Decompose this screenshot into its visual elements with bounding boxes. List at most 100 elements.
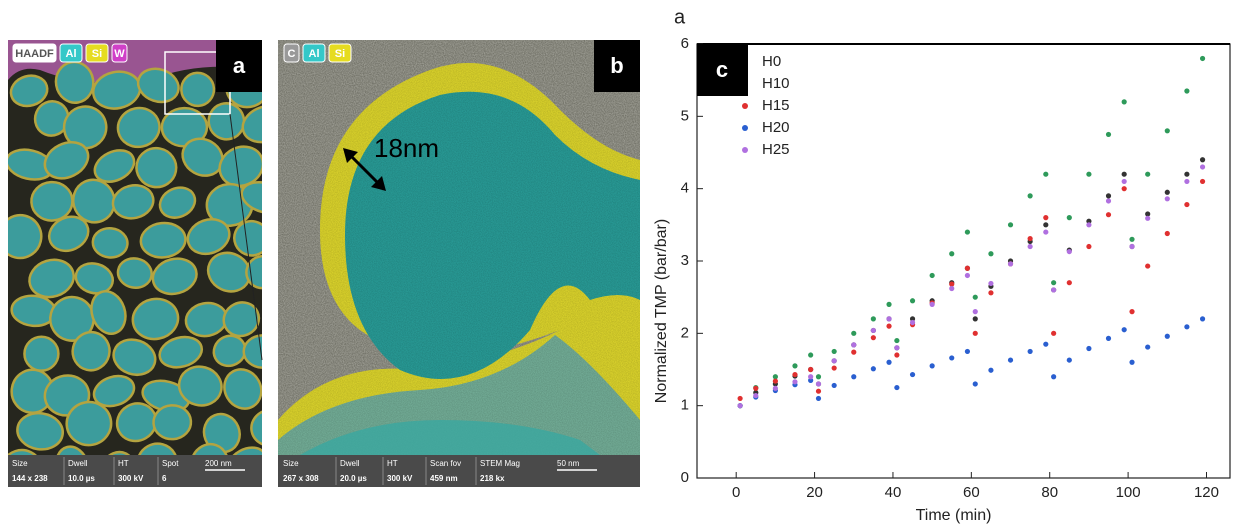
- particle: [23, 335, 60, 372]
- channel-label: C: [288, 48, 296, 60]
- particle: [158, 186, 197, 219]
- channel-badge: [302, 43, 326, 63]
- channel-label: Si: [92, 48, 102, 60]
- data-point: [792, 379, 798, 385]
- info-bar: [278, 455, 640, 487]
- legend-label: H15: [762, 97, 790, 114]
- info-value: 218 kx: [480, 474, 505, 483]
- data-point: [1051, 280, 1057, 286]
- data-point: [972, 294, 978, 300]
- data-point: [772, 385, 778, 391]
- data-point: [1105, 212, 1112, 218]
- channel-badge: [283, 43, 300, 63]
- data-point: [1164, 189, 1170, 195]
- info-value: 144 x 238: [12, 474, 48, 483]
- data-point: [1086, 243, 1092, 250]
- data-point: [737, 403, 743, 409]
- data-point: [851, 374, 857, 380]
- data-point: [815, 381, 822, 387]
- data-point: [909, 371, 916, 378]
- channel-badge: [111, 43, 128, 63]
- x-tick-label: 80: [1041, 484, 1058, 501]
- particle: [115, 402, 158, 443]
- data-point: [1199, 178, 1206, 185]
- data-point: [929, 363, 935, 369]
- data-point: [851, 342, 857, 348]
- data-point: [1199, 157, 1206, 163]
- particle: [47, 215, 90, 253]
- info-header: HT: [387, 459, 398, 468]
- data-point: [1007, 222, 1014, 228]
- panel-label: a: [233, 53, 246, 78]
- channel-badge: [59, 43, 83, 63]
- data-point: [1164, 333, 1170, 339]
- data-point: [1145, 171, 1151, 177]
- data-point: [929, 301, 935, 307]
- particle: [158, 335, 204, 369]
- info-value: 300 kV: [387, 474, 413, 483]
- data-point: [1051, 287, 1057, 293]
- data-point: [1086, 222, 1092, 228]
- corner-label: a: [674, 6, 686, 28]
- data-point: [808, 352, 814, 358]
- x-tick-label: 20: [806, 484, 823, 501]
- info-value: 459 nm: [430, 474, 458, 483]
- data-point: [1129, 359, 1135, 365]
- particle: [180, 71, 216, 108]
- data-point: [1043, 222, 1049, 228]
- channel-badge: [85, 43, 109, 63]
- particle: [131, 297, 180, 341]
- particle: [65, 400, 113, 447]
- particle: [222, 301, 261, 338]
- particle: [226, 446, 262, 455]
- channel-badge: [328, 43, 352, 63]
- data-point: [737, 395, 743, 402]
- data-point: [753, 392, 759, 399]
- data-point: [808, 374, 814, 380]
- data-point: [1043, 171, 1049, 177]
- particle: [43, 141, 90, 180]
- info-header: Size: [283, 459, 299, 468]
- micrograph-b: [278, 40, 640, 455]
- annotation: 18nm: [374, 133, 439, 163]
- data-point: [1121, 186, 1127, 192]
- data-point: [949, 285, 955, 292]
- particle: [207, 102, 246, 141]
- data-point: [964, 265, 971, 271]
- data-point: [1164, 128, 1170, 134]
- particle: [71, 178, 116, 224]
- particle: [54, 445, 90, 455]
- info-header: Dwell: [68, 459, 88, 468]
- data-point: [894, 352, 900, 358]
- x-tick-label: 40: [885, 484, 902, 501]
- data-point: [929, 272, 935, 279]
- data-point: [1086, 218, 1092, 224]
- data-point: [1027, 193, 1033, 199]
- x-tick-label: 120: [1194, 484, 1219, 501]
- data-point: [964, 348, 971, 355]
- particle: [91, 226, 129, 259]
- y-axis-title: Normalized TMP (bar/bar): [653, 219, 670, 403]
- data-point: [1007, 357, 1014, 363]
- data-point: [909, 316, 916, 322]
- particle: [116, 257, 153, 290]
- particle: [212, 334, 247, 368]
- y-tick-label: 0: [681, 469, 689, 486]
- data-point: [894, 345, 900, 351]
- data-point: [1051, 330, 1057, 336]
- data-point: [831, 365, 837, 371]
- info-header: Dwell: [340, 459, 360, 468]
- data-point: [1043, 215, 1049, 221]
- particle: [111, 184, 155, 220]
- data-point: [1027, 348, 1033, 355]
- data-point: [1184, 324, 1190, 330]
- data-point: [972, 316, 978, 322]
- data-point: [1066, 280, 1072, 286]
- data-point: [1027, 243, 1033, 250]
- particle: [90, 290, 127, 335]
- info-header: HT: [118, 459, 129, 468]
- data-point: [870, 316, 876, 322]
- info-value: 6: [162, 474, 167, 483]
- panel-label-box: [216, 40, 262, 92]
- data-point: [886, 323, 892, 329]
